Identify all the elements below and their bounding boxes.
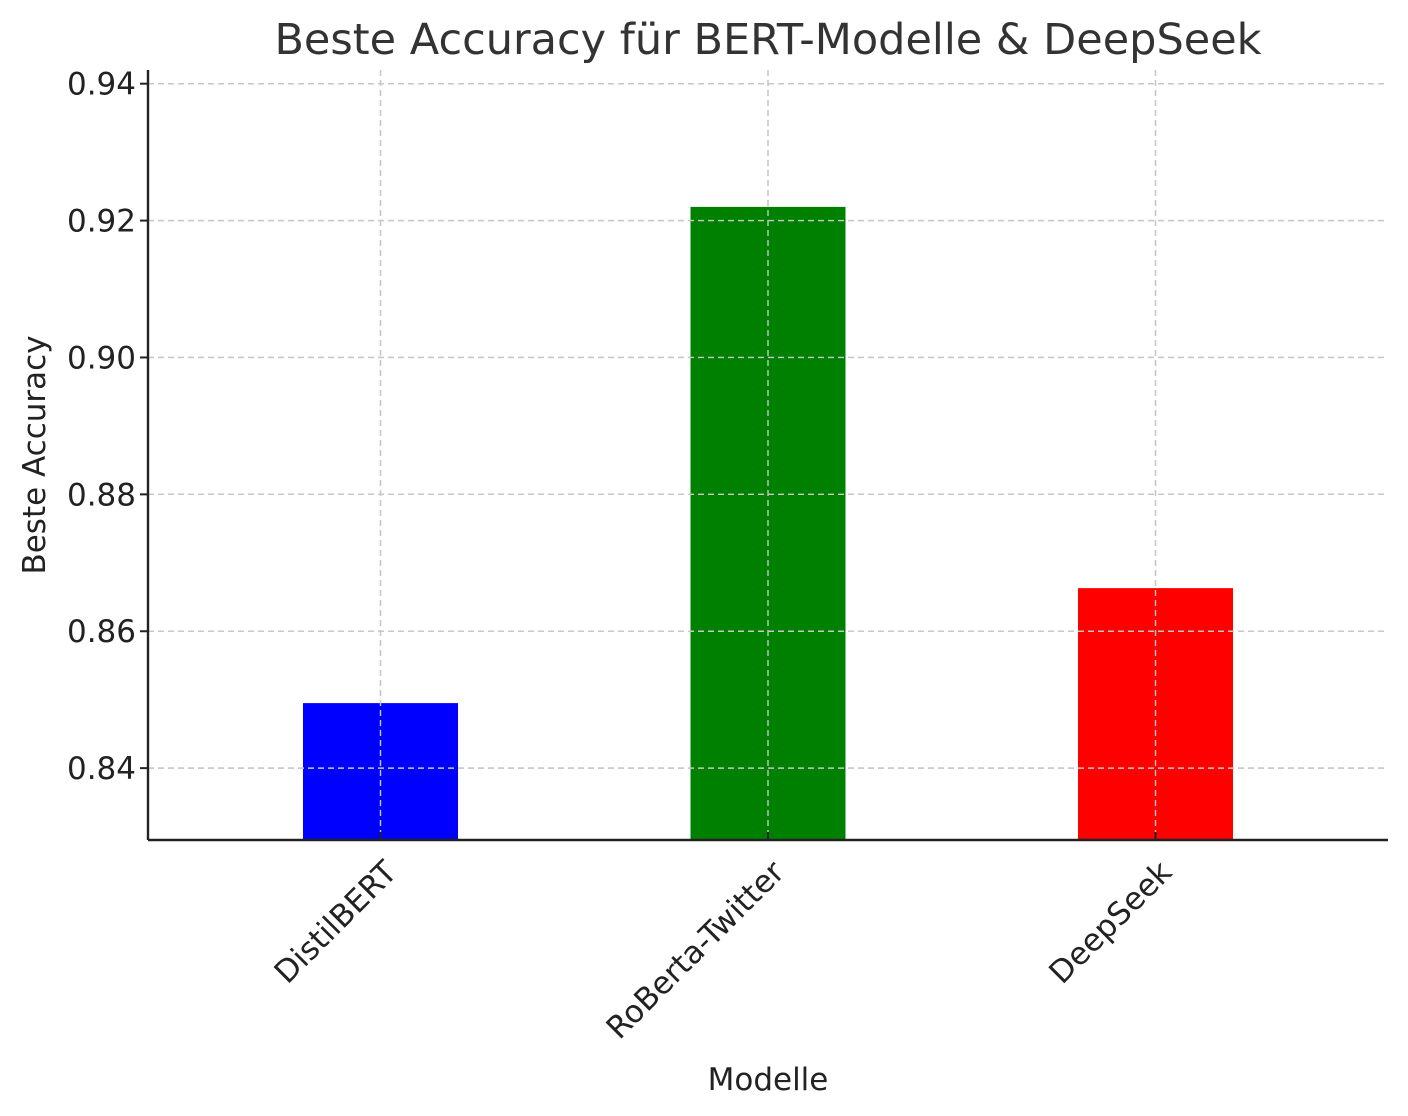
y-axis-label: Beste Accuracy [17,335,53,574]
y-tick-label: 0.94 [67,67,136,103]
bar-layer [148,70,1388,840]
y-tick-label: 0.90 [67,340,136,376]
chart-title: Beste Accuracy für BERT-Modelle & DeepSe… [274,15,1261,65]
x-tick-label: DeepSeek [1042,854,1179,991]
y-ticks: 0.84 0.86 0.88 0.90 0.92 0.94 [67,67,148,787]
y-tick-label: 0.84 [67,751,136,787]
x-ticks: DistilBERT RoBerta-Twitter DeepSeek [268,832,1179,1046]
x-tick-label: RoBerta-Twitter [600,854,792,1046]
y-tick-label: 0.92 [67,204,136,240]
y-tick-label: 0.88 [67,477,136,513]
x-tick-label: DistilBERT [268,853,405,990]
x-axis-label: Modelle [708,1062,829,1098]
y-tick-label: 0.86 [67,614,136,650]
